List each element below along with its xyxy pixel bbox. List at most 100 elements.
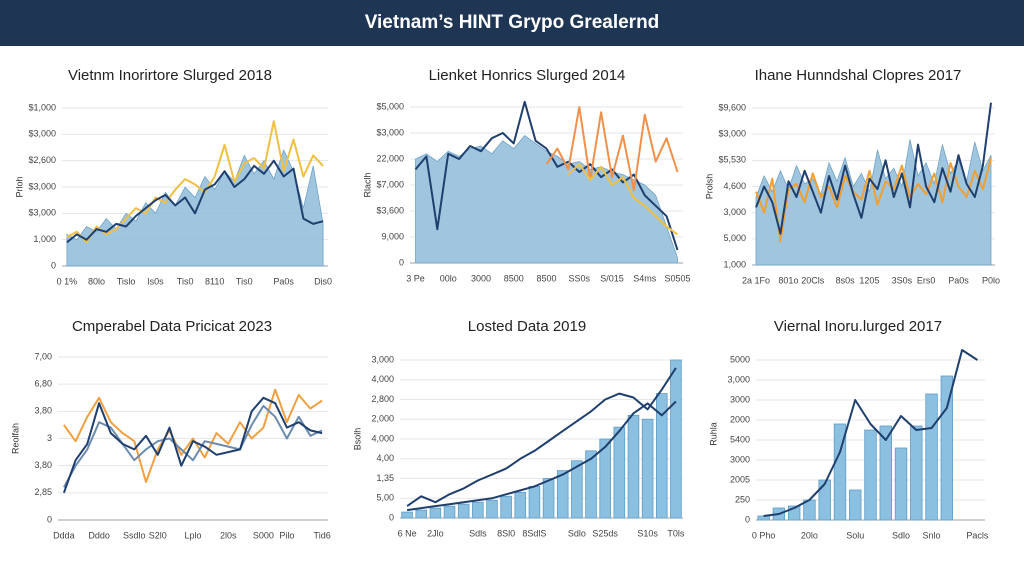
chart-title: Viernal Inoru.lurged 2017 bbox=[774, 318, 942, 335]
series-line bbox=[755, 102, 992, 235]
x-tick-label: Ers0 bbox=[917, 275, 936, 285]
bar bbox=[585, 450, 597, 519]
y-tick-label: 0 bbox=[399, 257, 404, 267]
x-tick-label: Pa0s bbox=[948, 275, 969, 285]
x-tick-label: 8500 bbox=[536, 273, 556, 283]
x-tick-label: Sdlo bbox=[892, 530, 910, 540]
x-tick-label: 2l0s bbox=[220, 530, 237, 540]
chart-title: Ihane Hunndshal Clopres 2017 bbox=[755, 67, 962, 84]
series-line bbox=[406, 400, 677, 512]
x-tick-label: 8500 bbox=[504, 273, 524, 283]
y-tick-label: 3 bbox=[47, 433, 52, 443]
x-tick-label: Dis0 bbox=[314, 276, 332, 286]
x-tick-label: S10s bbox=[637, 528, 658, 538]
y-tick-label: $3,000 bbox=[28, 208, 56, 218]
y-tick-label: 5,00 bbox=[376, 493, 394, 503]
x-tick-label: 3S0s bbox=[892, 275, 913, 285]
y-tick-label: 0 bbox=[51, 260, 56, 270]
x-tick-label: Lplo bbox=[184, 530, 201, 540]
x-tick-label: Tis0 bbox=[236, 276, 253, 286]
y-tick-label: 0 bbox=[47, 514, 52, 524]
series-line bbox=[66, 120, 324, 244]
y-tick-label: 5000 bbox=[730, 354, 750, 364]
y-axis-label: Reolfah bbox=[10, 423, 20, 454]
x-tick-label: Pilo bbox=[279, 530, 294, 540]
series-line bbox=[545, 106, 679, 192]
x-tick-label: Sdlo bbox=[568, 528, 586, 538]
x-tick-label: S25ds bbox=[592, 528, 618, 538]
bar bbox=[401, 511, 413, 519]
x-tick-label: Sdls bbox=[469, 528, 487, 538]
y-tick-label: $5,530 bbox=[718, 155, 746, 165]
x-tick-label: S/015 bbox=[600, 273, 624, 283]
bar bbox=[528, 485, 541, 519]
bar bbox=[627, 414, 640, 519]
x-tick-label: T0ls bbox=[667, 528, 685, 538]
bar bbox=[599, 438, 611, 519]
bar bbox=[757, 515, 770, 521]
x-tick-label: 00lo bbox=[440, 273, 457, 283]
y-tick-label: 2000 bbox=[730, 414, 750, 424]
bar bbox=[849, 489, 862, 521]
y-tick-label: $2,600 bbox=[28, 155, 56, 165]
y-tick-label: $9,600 bbox=[718, 102, 746, 112]
x-tick-label: S000 bbox=[253, 530, 274, 540]
bar bbox=[641, 418, 654, 519]
header-title: Vietnam’s HINT Grypo Grealernd bbox=[365, 12, 660, 33]
y-tick-label: 3,000 bbox=[723, 207, 746, 217]
header-bar bbox=[0, 0, 1024, 46]
series-line bbox=[414, 100, 679, 251]
y-tick-label: $3,000 bbox=[718, 129, 746, 139]
y-tick-label: 5400 bbox=[730, 434, 750, 444]
y-tick-label: 6,80 bbox=[34, 379, 52, 389]
bar bbox=[571, 460, 583, 519]
x-tick-label: 0 1% bbox=[57, 276, 78, 286]
y-tick-label: 2,800 bbox=[371, 394, 394, 404]
x-tick-label: Snlo bbox=[923, 530, 941, 540]
bar bbox=[486, 499, 498, 519]
y-tick-label: $3,600 bbox=[376, 205, 404, 215]
x-tick-label: 2Jlo bbox=[427, 528, 444, 538]
y-tick-label: 2,85 bbox=[34, 487, 52, 497]
bar bbox=[655, 393, 668, 519]
y-tick-label: 0 bbox=[389, 512, 394, 522]
y-tick-label: 0 bbox=[745, 514, 750, 524]
x-tick-label: Solu bbox=[846, 530, 864, 540]
bar bbox=[925, 393, 938, 521]
y-tick-label: $7,000 bbox=[376, 179, 404, 189]
bar bbox=[415, 509, 428, 519]
x-tick-label: Pa0s bbox=[273, 276, 294, 286]
y-axis-label: Rlaclh bbox=[362, 172, 372, 197]
y-tick-label: $5,000 bbox=[376, 101, 404, 111]
x-tick-label: 6 Ne bbox=[398, 528, 417, 538]
y-axis-label: Ruhla bbox=[708, 422, 718, 446]
x-tick-label: 8Sl0 bbox=[497, 528, 515, 538]
y-tick-label: 3,80 bbox=[34, 460, 52, 470]
series-line bbox=[755, 157, 992, 243]
y-tick-label: 3000 bbox=[730, 454, 750, 464]
y-tick-label: 2,000 bbox=[371, 414, 394, 424]
bar bbox=[864, 429, 877, 521]
y-tick-label: 22,000 bbox=[376, 153, 404, 163]
x-tick-label: Tislo bbox=[117, 276, 136, 286]
y-tick-label: 250 bbox=[735, 494, 750, 504]
y-tick-label: 1,000 bbox=[33, 234, 56, 244]
series-line bbox=[62, 396, 323, 494]
x-tick-label: S2l0 bbox=[149, 530, 167, 540]
chart-title: Vietnm Inorirtore Slurged 2018 bbox=[68, 67, 272, 84]
y-tick-label: $3,000 bbox=[28, 129, 56, 139]
y-tick-label: 7,00 bbox=[34, 351, 52, 361]
series-line bbox=[66, 159, 324, 244]
x-tick-label: S0505 bbox=[665, 273, 691, 283]
x-tick-label: 0 Pho bbox=[752, 530, 776, 540]
bar bbox=[910, 425, 923, 521]
y-tick-label: 4,00 bbox=[376, 453, 394, 463]
bar bbox=[542, 478, 555, 519]
bar bbox=[443, 505, 456, 519]
x-tick-label: Tis0 bbox=[177, 276, 194, 286]
y-axis-label: Prolsh bbox=[704, 174, 714, 200]
x-tick-label: S4ms bbox=[633, 273, 657, 283]
bar bbox=[940, 375, 954, 521]
bar bbox=[514, 491, 527, 519]
y-tick-label: 2005 bbox=[730, 474, 750, 484]
